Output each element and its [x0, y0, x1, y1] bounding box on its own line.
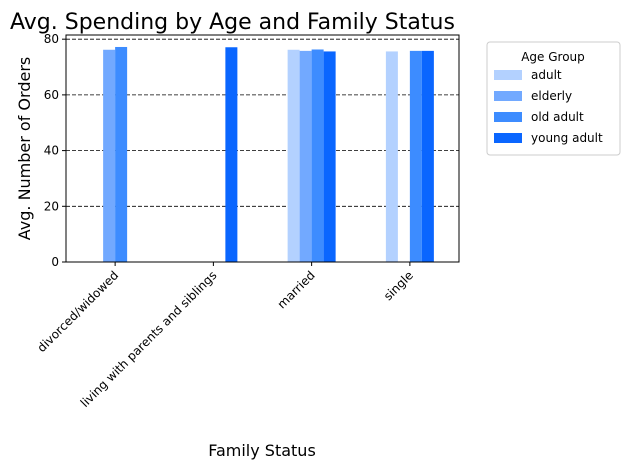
legend-label: adult [531, 68, 562, 82]
bars [103, 46, 434, 263]
x-tick-label: single [381, 268, 416, 303]
legend-swatch [494, 112, 522, 122]
bar-young-adult [421, 50, 434, 263]
legend: Age Group adult elderly old adult young adu… [486, 41, 621, 156]
legend-items: adult elderly old adult young adult [494, 68, 603, 145]
x-tick-label: married [275, 268, 318, 311]
legend-label: elderly [531, 89, 572, 103]
bar-old-adult [409, 50, 422, 263]
y-axis-title: Avg. Number of Orders [15, 57, 34, 240]
y-tick-label: 20 [44, 199, 59, 213]
bar-young-adult [323, 51, 336, 262]
legend-title: Age Group [521, 50, 585, 64]
y-tick-label: 60 [44, 88, 59, 102]
legend-swatch [494, 70, 522, 80]
plot-frame [65, 34, 460, 263]
legend-label: old adult [531, 110, 584, 124]
bar-elderly [103, 49, 116, 262]
legend-label: young adult [531, 131, 603, 145]
x-axis-title: Family Status [208, 441, 316, 460]
bar-adult [287, 49, 300, 262]
bar-elderly [299, 50, 312, 263]
y-tick-label: 0 [51, 255, 59, 269]
y-axis-ticks: 0 20 40 60 80 [44, 32, 66, 269]
bar-old-adult [311, 49, 324, 263]
chart-title: Avg. Spending by Age and Family Status [10, 10, 455, 35]
y-tick-label: 40 [44, 144, 59, 158]
legend-swatch [494, 91, 522, 101]
bar-young-adult [225, 47, 238, 262]
bar-old-adult [115, 46, 128, 263]
y-tick-label: 80 [44, 32, 59, 46]
legend-swatch [494, 133, 522, 143]
x-tick-label: divorced/widowed [35, 268, 122, 355]
bar-adult [385, 51, 398, 262]
